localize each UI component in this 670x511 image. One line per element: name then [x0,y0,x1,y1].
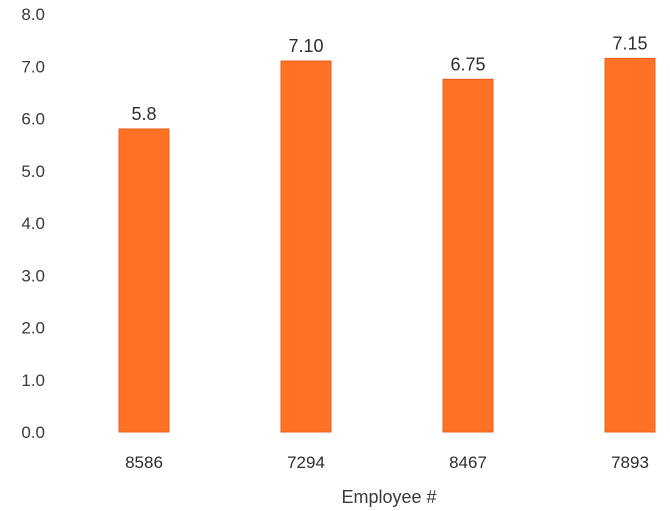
y-tick-label: 1.0 [21,371,45,390]
y-tick-label: 5.0 [21,162,45,181]
bars [118,57,656,433]
y-tick-label: 6.0 [21,110,45,129]
data-label: 7.15 [612,33,647,53]
x-tick-label: 7893 [611,453,649,472]
bar-8586 [118,128,170,433]
bar-7294 [280,60,332,433]
x-axis-title: Employee # [341,487,436,507]
y-tick-label: 8.0 [21,5,45,24]
y-tick-label: 7.0 [21,57,45,76]
value-labels: 5.8 7.10 6.75 7.15 [131,33,647,124]
y-axis-ticks: 0.0 1.0 2.0 3.0 4.0 5.0 6.0 7.0 8.0 [21,5,45,442]
data-label: 7.10 [288,36,323,56]
data-label: 6.75 [450,54,485,74]
x-tick-label: 7294 [287,453,325,472]
y-tick-label: 3.0 [21,266,45,285]
data-label: 5.8 [131,104,156,124]
bar-8467 [442,78,494,433]
y-tick-label: 4.0 [21,214,45,233]
bar-7893 [604,57,656,433]
x-tick-label: 8586 [125,453,163,472]
y-tick-label: 0.0 [21,423,45,442]
x-tick-label: 8467 [449,453,487,472]
x-axis-ticks: 8586 7294 8467 7893 [125,453,649,472]
y-tick-label: 2.0 [21,319,45,338]
